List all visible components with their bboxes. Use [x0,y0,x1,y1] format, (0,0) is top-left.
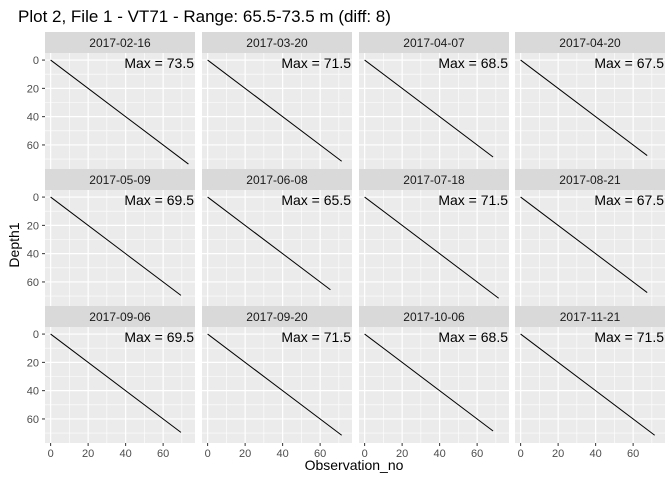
y-tick-label: 0 [33,192,39,204]
facet-strip [202,306,352,327]
max-annotation: Max = 71.5 [281,329,351,345]
facet-strip-label: 2017-06-08 [246,173,308,187]
max-annotation: Max = 67.5 [594,192,664,208]
y-tick-label: 0 [33,55,39,67]
y-tick-label: 0 [33,329,39,341]
facet-strip-label: 2017-08-21 [559,173,621,187]
y-tick-label: 40 [27,249,39,261]
facet-strip-label: 2017-09-06 [89,310,151,324]
facet-panel: 2017-11-21 Max = 71.5 0 20 40 60 [515,306,665,460]
series-line [207,196,331,291]
facet-panel: 2017-02-16 Max = 73.5 0 20 40 60 [27,32,195,169]
x-tick-label: 0 [518,448,524,460]
series-line [207,59,342,162]
series-line [364,333,494,432]
max-annotation: Max = 71.5 [594,329,664,345]
facet-strip [45,306,195,327]
max-annotation: Max = 68.5 [438,55,508,71]
facet-strip-label: 2017-07-18 [403,173,465,187]
facet-panel: 2017-03-20 Max = 71.5 [202,32,352,169]
x-tick-label: 40 [277,448,289,460]
x-tick-label: 0 [48,448,54,460]
x-tick-label: 20 [396,448,408,460]
facet-strip-label: 2017-11-21 [560,310,621,324]
series-line [50,333,182,433]
x-tick-label: 20 [552,448,564,460]
y-tick-label: 60 [27,140,39,152]
max-annotation: Max = 71.5 [281,55,351,71]
facet-panel: 2017-07-18 Max = 71.5 [359,169,509,306]
x-tick-label: 60 [471,448,483,460]
max-annotation: Max = 69.5 [124,329,194,345]
y-tick-label: 60 [27,414,39,426]
y-tick-label: 20 [27,83,39,95]
y-tick-label: 40 [27,386,39,398]
series-line [520,59,648,156]
x-tick-label: 20 [82,448,94,460]
x-tick-label: 40 [120,448,132,460]
facet-strip [359,169,509,190]
facet-strip-label: 2017-09-20 [246,310,308,324]
y-axis-label: Depth1 [6,222,22,267]
y-tick-label: 20 [27,357,39,369]
x-tick-label: 60 [627,448,639,460]
max-annotation: Max = 68.5 [438,329,508,345]
x-tick-label: 60 [157,448,169,460]
series-line [520,333,655,436]
series-line [50,196,182,296]
facet-strip-label: 2017-05-09 [89,173,151,187]
series-line [364,196,499,299]
facet-strip-label: 2017-02-16 [89,36,151,50]
facet-strip [202,169,352,190]
facet-strip-label: 2017-04-20 [559,36,621,50]
x-tick-label: 0 [205,448,211,460]
facet-strip-label: 2017-04-07 [403,36,465,50]
facet-panel: 2017-06-08 Max = 65.5 [202,169,352,306]
x-tick-label: 40 [434,448,446,460]
facet-strip [515,32,665,53]
facet-strip-label: 2017-10-06 [403,310,465,324]
facet-panel: 2017-09-20 Max = 71.5 0 20 40 60 [202,306,352,460]
x-tick-label: 20 [239,448,251,460]
facet-strip [515,169,665,190]
y-tick-label: 40 [27,112,39,124]
max-annotation: Max = 69.5 [124,192,194,208]
facet-grid: 2017-02-16 Max = 73.5 0 20 40 60 2017-03-20 Max… [27,32,665,460]
x-tick-label: 60 [314,448,326,460]
facet-panel: 2017-08-21 Max = 67.5 [515,169,665,306]
max-annotation: Max = 73.5 [124,55,194,71]
series-line [50,59,189,165]
facet-strip [515,306,665,327]
x-tick-label: 0 [362,448,368,460]
y-tick-label: 60 [27,277,39,289]
chart-title: Plot 2, File 1 - VT71 - Range: 65.5-73.5… [18,7,391,26]
facet-panel: 2017-04-20 Max = 67.5 [515,32,665,169]
x-tick-label: 40 [590,448,602,460]
series-line [364,59,494,158]
facet-panel: 2017-09-06 Max = 69.5 0 20 40 60 0 20 40 60 [27,306,195,460]
facet-strip [202,32,352,53]
facet-panel: 2017-04-07 Max = 68.5 [359,32,509,169]
max-annotation: Max = 71.5 [438,192,508,208]
series-line [207,333,342,436]
series-line [520,196,648,293]
facet-strip [45,32,195,53]
max-annotation: Max = 65.5 [281,192,351,208]
facet-strip [359,32,509,53]
y-tick-label: 20 [27,220,39,232]
facet-panel: 2017-05-09 Max = 69.5 0 20 40 60 [27,169,195,306]
x-axis-label: Observation_no [305,457,404,473]
facet-strip-label: 2017-03-20 [246,36,308,50]
facet-strip [45,169,195,190]
max-annotation: Max = 67.5 [594,55,664,71]
facet-strip [359,306,509,327]
facet-panel: 2017-10-06 Max = 68.5 0 20 40 60 [359,306,509,460]
